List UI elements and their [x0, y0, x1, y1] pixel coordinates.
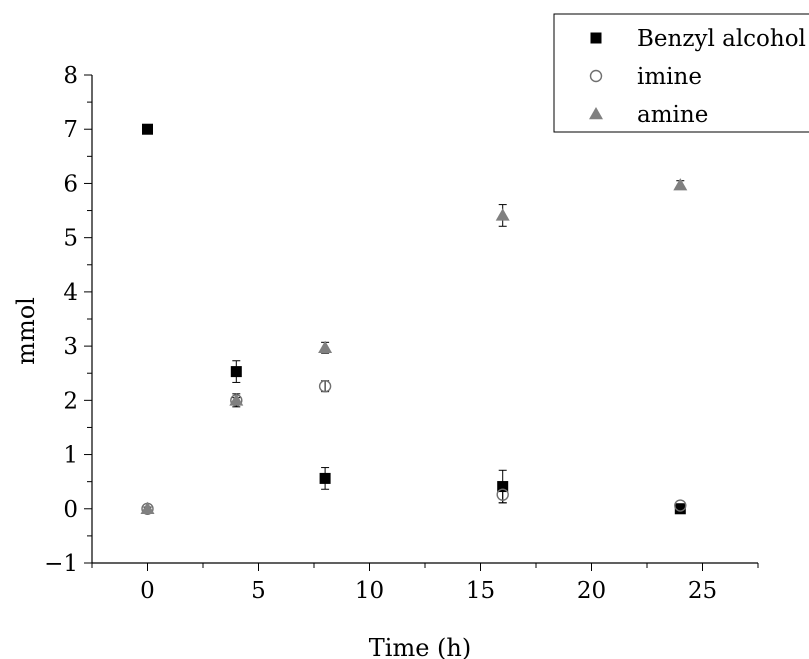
y-tick-label: 8	[63, 63, 78, 89]
data-point	[318, 380, 332, 393]
y-tick-label: 6	[63, 171, 78, 197]
x-tick-label: 15	[466, 578, 495, 604]
series-benzyl-alcohol	[142, 123, 686, 515]
x-tick-label: 5	[251, 578, 266, 604]
data-point	[674, 503, 686, 515]
y-tick-label: 0	[63, 497, 78, 523]
legend-label: imine	[637, 64, 702, 90]
y-tick-label: 4	[63, 280, 78, 306]
data-point	[140, 501, 155, 515]
axes	[91, 75, 758, 564]
legend-marker	[589, 107, 603, 120]
y-tick-label: 3	[63, 334, 78, 360]
legend-marker	[589, 69, 603, 83]
legend: Benzyl alcohol imine amine	[553, 13, 809, 133]
y-tick-label: 5	[63, 226, 78, 252]
data-point	[318, 340, 333, 353]
series-imine	[141, 380, 687, 515]
data-point	[229, 393, 244, 406]
x-tick-label: 0	[140, 578, 155, 604]
y-axis-title: mmol	[12, 297, 40, 365]
tick-labels: 0 5 10 15 20 25 −1 0 1 2 3 4 5 6 7 8	[44, 63, 717, 604]
y-tick-label: 1	[63, 443, 78, 469]
data-point	[673, 178, 688, 191]
data-point	[495, 208, 510, 221]
legend-label: amine	[637, 102, 708, 128]
y-tick-label: 2	[63, 388, 78, 414]
data-point	[496, 488, 509, 501]
data-point	[674, 499, 687, 512]
data-point	[142, 123, 153, 135]
y-tick-label: 7	[63, 117, 78, 143]
data-point	[319, 472, 331, 484]
data-marks	[140, 123, 688, 515]
x-axis-title: Time (h)	[369, 634, 471, 659]
data-point	[230, 366, 242, 378]
tick-marks	[84, 74, 759, 571]
legend-marker	[590, 32, 602, 44]
x-tick-label: 20	[577, 578, 606, 604]
series-amine	[140, 178, 688, 515]
x-tick-label: 10	[355, 578, 384, 604]
x-tick-label: 25	[688, 578, 717, 604]
y-tick-label: −1	[44, 551, 78, 577]
legend-label: Benzyl alcohol	[637, 26, 806, 52]
